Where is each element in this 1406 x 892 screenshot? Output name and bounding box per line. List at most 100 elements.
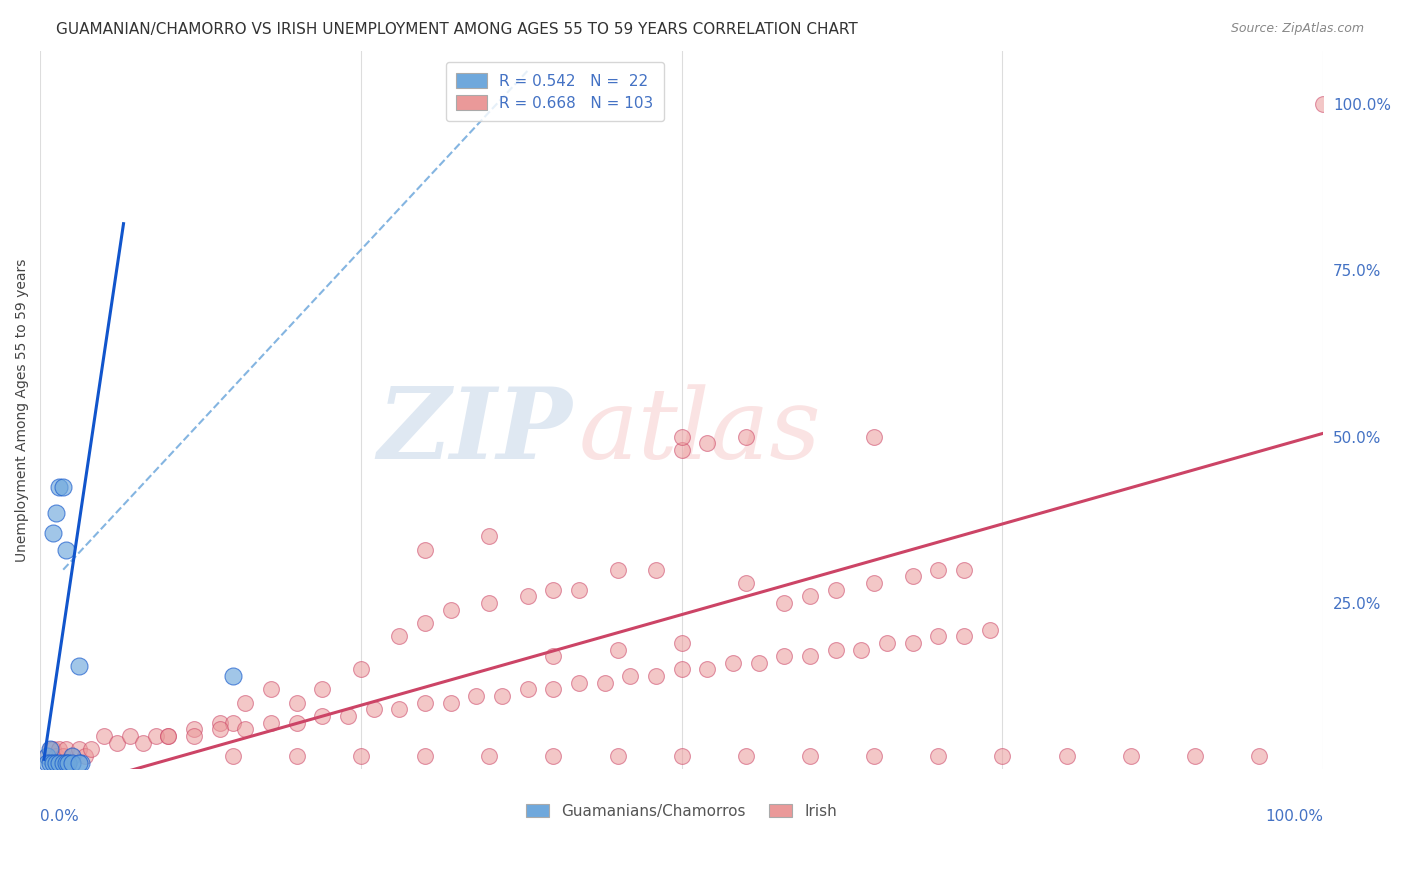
Point (52, 479, 75, 493)
Point (491, 689, 513, 703)
Point (465, 689, 488, 703)
Point (440, 602, 463, 616)
Point (221, 669, 243, 683)
Point (70, 756, 93, 770)
Text: 0.0%: 0.0% (41, 809, 79, 824)
Point (645, 563, 668, 577)
Point (235, 723, 257, 737)
Point (67, 659, 90, 673)
Point (593, 675, 616, 690)
Point (73, 749, 96, 764)
Point (927, 749, 949, 764)
Point (208, 723, 231, 737)
Point (979, 623, 1001, 637)
Point (1312, 96, 1334, 111)
Point (105, 736, 128, 750)
Point (58, 756, 80, 770)
Point (183, 723, 205, 737)
Point (42, 742, 65, 756)
Point (721, 656, 744, 670)
Point (901, 636, 924, 650)
Point (285, 749, 308, 764)
Point (285, 696, 308, 710)
Point (413, 542, 436, 557)
Point (157, 729, 180, 743)
Point (863, 429, 886, 443)
Point (440, 696, 463, 710)
Point (42, 526, 65, 541)
Point (696, 436, 718, 450)
Point (35, 749, 58, 764)
Point (132, 736, 155, 750)
Point (619, 669, 641, 683)
Point (260, 715, 283, 730)
Point (413, 615, 436, 630)
Point (60, 749, 83, 764)
Point (543, 649, 565, 664)
Point (80, 742, 103, 756)
Point (221, 749, 243, 764)
Point (44, 506, 66, 520)
Text: GUAMANIAN/CHAMORRO VS IRISH UNEMPLOYMENT AMONG AGES 55 TO 59 YEARS CORRELATION C: GUAMANIAN/CHAMORRO VS IRISH UNEMPLOYMENT… (56, 22, 858, 37)
Point (799, 589, 821, 603)
Point (543, 749, 565, 764)
Point (516, 589, 538, 603)
Point (55, 542, 77, 557)
Point (350, 749, 373, 764)
Point (478, 529, 501, 543)
Point (606, 563, 628, 577)
Point (388, 629, 411, 643)
Point (67, 742, 90, 756)
Point (773, 649, 796, 664)
Point (55, 756, 77, 770)
Point (478, 749, 501, 764)
Point (55, 742, 77, 756)
Text: ZIP: ZIP (378, 384, 572, 480)
Point (927, 629, 949, 643)
Point (44, 749, 66, 764)
Point (60, 749, 83, 764)
Point (953, 563, 976, 577)
Point (35, 756, 58, 770)
Point (285, 715, 308, 730)
Point (363, 702, 385, 716)
Point (311, 709, 333, 723)
Point (48, 756, 70, 770)
Point (39, 756, 62, 770)
Text: atlas: atlas (579, 384, 821, 479)
Point (543, 682, 565, 697)
Point (671, 749, 693, 764)
Point (671, 429, 693, 443)
Point (52, 756, 75, 770)
Point (799, 649, 821, 664)
Point (413, 749, 436, 764)
Point (48, 479, 70, 493)
Point (183, 729, 205, 743)
Point (645, 669, 668, 683)
Point (145, 729, 167, 743)
Point (311, 682, 333, 697)
Point (93, 729, 115, 743)
Point (42, 756, 65, 770)
Point (39, 742, 62, 756)
Point (39, 742, 62, 756)
Point (851, 642, 873, 657)
Point (568, 675, 591, 690)
Point (696, 663, 718, 677)
Point (516, 682, 538, 697)
Point (1119, 749, 1142, 764)
Point (52, 749, 75, 764)
Legend: Guamanians/Chamorros, Irish: Guamanians/Chamorros, Irish (519, 796, 845, 826)
Point (671, 663, 693, 677)
Point (734, 429, 756, 443)
Point (734, 576, 756, 591)
Point (876, 636, 898, 650)
Point (1249, 749, 1271, 764)
Point (118, 729, 141, 743)
Point (60, 756, 83, 770)
Point (67, 756, 90, 770)
Point (773, 596, 796, 610)
Point (337, 709, 360, 723)
Point (58, 756, 80, 770)
Point (1056, 749, 1078, 764)
